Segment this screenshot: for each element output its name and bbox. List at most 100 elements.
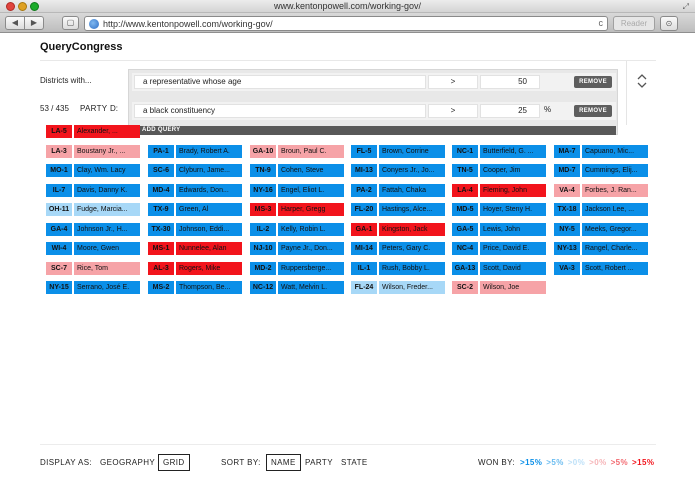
won-by-legend-item: >5% xyxy=(546,458,564,467)
query-operator-select[interactable]: > xyxy=(428,75,478,89)
representative-cell[interactable]: GA-4 Johnson Jr., H... xyxy=(46,222,140,236)
representative-cell[interactable]: LA-4 Fleming, John xyxy=(452,183,546,197)
representative-cell[interactable]: AL-3 Rogers, Mike xyxy=(148,261,242,275)
representative-cell[interactable]: IL-2 Kelly, Robin L. xyxy=(250,222,344,236)
representative-cell[interactable]: SC-2 Wilson, Joe xyxy=(452,281,546,294)
representative-name: Broun, Paul C. xyxy=(278,144,344,158)
representative-name: Scott, David xyxy=(480,261,546,275)
representative-cell[interactable]: MA-7 Capuano, Mic... xyxy=(554,144,648,158)
representative-cell[interactable]: SC-7 Rice, Tom xyxy=(46,261,140,275)
district-code: LA-5 xyxy=(46,125,72,138)
query-value-input[interactable]: 25 xyxy=(480,104,540,118)
representative-cell[interactable]: TX-18 Jackson Lee, ... xyxy=(554,203,648,216)
representative-cell[interactable]: NC-4 Price, David E. xyxy=(452,242,546,255)
representative-cell[interactable]: MO-1 Clay, Wm. Lacy xyxy=(46,164,140,177)
representative-cell[interactable]: VA-4 Forbes, J. Ran... xyxy=(554,183,648,197)
representative-cell[interactable]: MS-1 Nunnelee, Alan xyxy=(148,242,242,255)
representative-name: Clay, Wm. Lacy xyxy=(74,164,140,177)
sort-state-option[interactable]: STATE xyxy=(341,458,368,467)
representative-cell[interactable]: MD-2 Ruppersberge... xyxy=(250,261,344,275)
close-window-button[interactable] xyxy=(6,2,15,11)
representative-name: Cooper, Jim xyxy=(480,164,546,177)
query-criterion-select[interactable]: a representative whose age xyxy=(134,75,426,89)
minimize-window-button[interactable] xyxy=(18,2,27,11)
representative-cell[interactable]: NY-16 Engel, Eliot L. xyxy=(250,183,344,197)
address-bar[interactable]: http://www.kentonpowell.com/working-gov/… xyxy=(84,16,608,31)
district-code: GA-5 xyxy=(452,222,478,236)
zoom-window-button[interactable] xyxy=(30,2,39,11)
representative-cell[interactable]: IL-1 Rush, Bobby L. xyxy=(351,261,445,275)
representative-name: Serrano, José E. xyxy=(74,281,140,294)
remove-query-button[interactable]: REMOVE xyxy=(574,105,612,117)
url-text[interactable]: http://www.kentonpowell.com/working-gov/ xyxy=(103,19,273,29)
district-code: TX-9 xyxy=(148,203,174,216)
district-code: PA-2 xyxy=(351,183,377,197)
representative-name: Boustany Jr., ... xyxy=(74,144,140,158)
party-value: D: xyxy=(110,104,118,113)
representative-name: Brown, Corrine xyxy=(379,144,445,158)
district-code: SC-2 xyxy=(452,281,478,294)
representative-cell[interactable]: NY-13 Rangel, Charle... xyxy=(554,242,648,255)
collapse-panel-icon[interactable] xyxy=(637,74,647,89)
representative-cell[interactable]: GA-5 Lewis, John xyxy=(452,222,546,236)
representative-cell[interactable]: OH-11 Fudge, Marcia... xyxy=(46,203,140,216)
representative-cell[interactable]: FL-5 Brown, Corrine xyxy=(351,144,445,158)
representative-cell[interactable]: MS-3 Harper, Gregg xyxy=(250,203,344,216)
representative-cell[interactable]: GA-1 Kingston, Jack xyxy=(351,222,445,236)
fullscreen-icon[interactable]: ⤢ xyxy=(682,2,689,11)
display-grid-option[interactable]: GRID xyxy=(158,454,190,471)
reader-button[interactable]: Reader xyxy=(613,16,655,31)
representative-cell[interactable]: MD-7 Cummings, Elij... xyxy=(554,164,648,177)
representative-cell[interactable]: VA-3 Scott, Robert ... xyxy=(554,261,648,275)
representative-cell[interactable]: MS-2 Thompson, Be... xyxy=(148,281,242,294)
representative-cell[interactable]: NC-1 Butterfield, G. ... xyxy=(452,144,546,158)
representative-cell[interactable]: PA-1 Brady, Robert A. xyxy=(148,144,242,158)
representative-cell[interactable]: MD-4 Edwards, Don... xyxy=(148,183,242,197)
sidebar-toggle-button[interactable]: ▢ xyxy=(62,16,79,30)
add-query-button[interactable]: ADD QUERY xyxy=(132,126,616,135)
district-code: WI-4 xyxy=(46,242,72,255)
representative-cell[interactable]: WI-4 Moore, Gwen xyxy=(46,242,140,255)
query-value-input[interactable]: 50 xyxy=(480,75,540,89)
representative-cell[interactable]: FL-24 Wilson, Freder... xyxy=(351,281,445,294)
district-code: SC-6 xyxy=(148,164,174,177)
representative-cell[interactable]: LA-5 Alexander, ... xyxy=(46,125,140,138)
representative-cell[interactable]: FL-20 Hastings, Alce... xyxy=(351,203,445,216)
query-row: a black constituency > 25 % REMOVE xyxy=(132,102,616,120)
representative-cell[interactable]: TX-9 Green, Al xyxy=(148,203,242,216)
sort-name-option[interactable]: NAME xyxy=(266,454,301,471)
query-criterion-select[interactable]: a black constituency xyxy=(134,104,426,118)
representative-cell[interactable]: NJ-10 Payne Jr., Don... xyxy=(250,242,344,255)
representative-name: Moore, Gwen xyxy=(74,242,140,255)
representative-cell[interactable]: GA-13 Scott, David xyxy=(452,261,546,275)
representative-cell[interactable]: TN-5 Cooper, Jim xyxy=(452,164,546,177)
remove-query-button[interactable]: REMOVE xyxy=(574,76,612,88)
district-code: TX-18 xyxy=(554,203,580,216)
representative-cell[interactable]: LA-3 Boustany Jr., ... xyxy=(46,144,140,158)
representative-cell[interactable]: NC-12 Watt, Melvin L. xyxy=(250,281,344,294)
representative-cell[interactable]: SC-6 Clyburn, Jame... xyxy=(148,164,242,177)
footer-controls: DISPLAY AS: GEOGRAPHY GRID SORT BY: NAME… xyxy=(40,453,656,475)
result-count: 53 / 435 xyxy=(40,104,69,113)
back-button[interactable]: ◀ xyxy=(11,18,19,27)
query-unit: % xyxy=(544,105,552,114)
representative-cell[interactable]: MD-5 Hoyer, Steny H. xyxy=(452,203,546,216)
representative-cell[interactable]: IL-7 Davis, Danny K. xyxy=(46,183,140,197)
query-operator-select[interactable]: > xyxy=(428,104,478,118)
district-code: MD-7 xyxy=(554,164,580,177)
representative-cell[interactable]: MI-13 Conyers Jr., Jo... xyxy=(351,164,445,177)
representative-cell[interactable]: PA-2 Fattah, Chaka xyxy=(351,183,445,197)
representative-cell[interactable]: TX-30 Johnson, Eddi... xyxy=(148,222,242,236)
sort-party-option[interactable]: PARTY xyxy=(305,458,333,467)
representative-cell[interactable]: GA-10 Broun, Paul C. xyxy=(250,144,344,158)
display-geography-option[interactable]: GEOGRAPHY xyxy=(100,458,156,467)
representative-cell[interactable]: TN-9 Cohen, Steve xyxy=(250,164,344,177)
representative-cell[interactable]: NY-15 Serrano, José E. xyxy=(46,281,140,294)
representative-name: Rangel, Charle... xyxy=(582,242,648,255)
reload-icon[interactable]: c xyxy=(598,18,604,28)
downloads-button[interactable]: ⊙ xyxy=(660,16,678,31)
representative-cell[interactable]: MI-14 Peters, Gary C. xyxy=(351,242,445,255)
representative-cell[interactable]: NY-5 Meeks, Gregor... xyxy=(554,222,648,236)
forward-button[interactable]: ▶ xyxy=(24,17,43,29)
won-by-legend-item: >0% xyxy=(567,458,586,467)
